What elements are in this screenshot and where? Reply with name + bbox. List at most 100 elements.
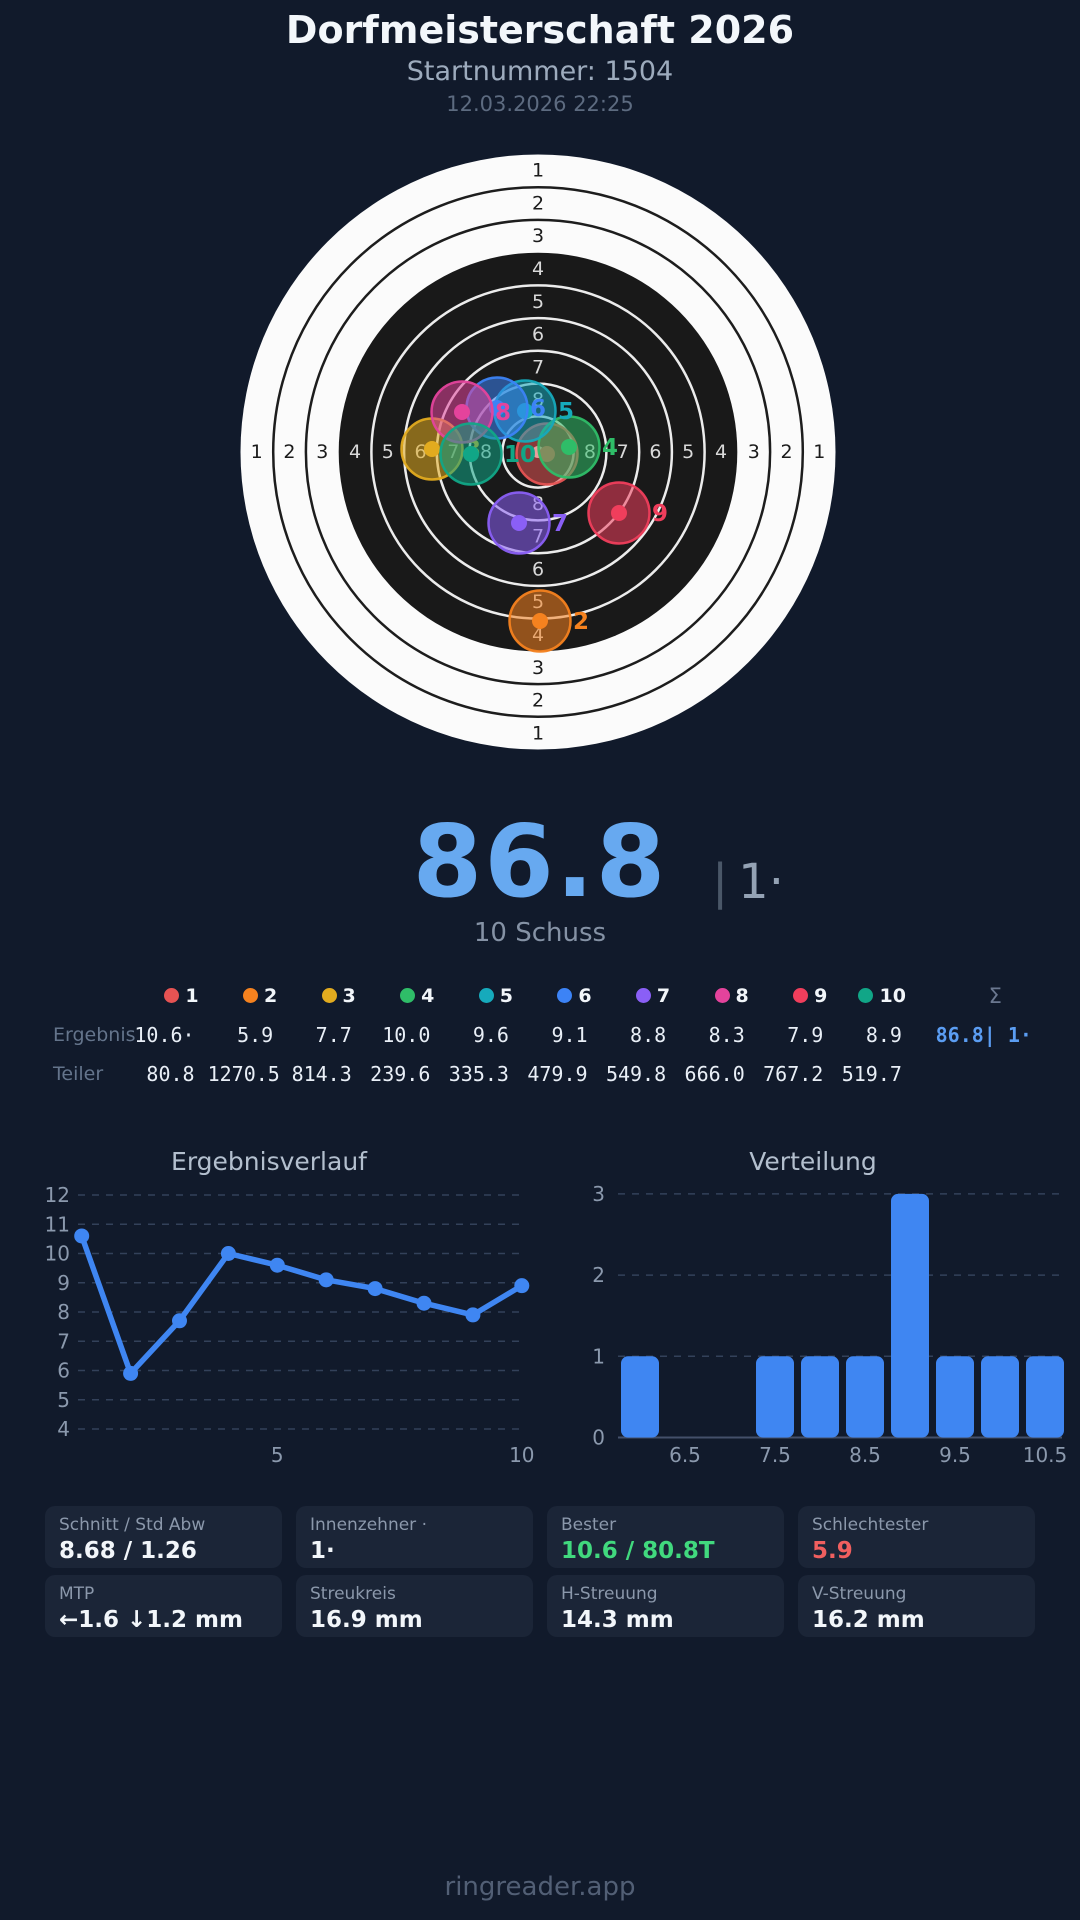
shot-number: 6	[578, 984, 592, 1007]
teiler-value: 479.9	[527, 1061, 588, 1086]
ergebnis-value: 7.9	[787, 1022, 824, 1047]
table-row: Teiler 80.8 1270.5 814.3 239.6 335.3 479.9 549.…	[45, 1054, 1035, 1093]
inner-tens-count: 1·	[738, 854, 784, 910]
y-tick-label: 3	[592, 1182, 605, 1206]
ergebnis-value: 8.8	[630, 1022, 667, 1047]
shot-number: 5	[499, 984, 513, 1007]
stat-card: H-Streuung 14.3 mm	[547, 1575, 784, 1637]
ergebnis-value: 8.9	[865, 1022, 902, 1047]
ergebnis-value: 10.6·	[134, 1022, 195, 1047]
shot-number: 3	[342, 984, 356, 1007]
score-divider: |	[712, 854, 729, 910]
inner-tens-badge: | 1·	[712, 858, 784, 906]
ring-circle	[304, 218, 772, 686]
stat-card-label: Schlechtester	[812, 1515, 929, 1535]
x-tick-label: 10	[509, 1443, 534, 1467]
shot-count-label: 10 Schuss	[473, 918, 607, 948]
ring-label: 1	[532, 722, 544, 744]
ergebnis-value: 9.6	[472, 1022, 509, 1047]
stat-card-label: V-Streuung	[812, 1584, 907, 1604]
score-line	[78, 1233, 525, 1377]
shot-number-label: 6	[530, 396, 546, 422]
ergebnis-value: 9.1	[551, 1022, 588, 1047]
shot-marker-7: 7	[487, 491, 568, 555]
stat-card-value: 14.3 mm	[561, 1607, 674, 1633]
stat-card: Streukreis 16.9 mm	[296, 1575, 533, 1637]
table-shot-header: 7	[601, 985, 680, 1007]
shot-number: 8	[735, 984, 749, 1007]
row-label-ergebnis: Ergebnis	[53, 1023, 136, 1046]
shot-center-dot	[454, 404, 470, 420]
shot-number-label: 10	[504, 442, 536, 468]
shot-number-label: 9	[652, 501, 668, 527]
verteilung-title: Verteilung	[749, 1147, 876, 1176]
page-title: Dorfmeisterschaft 2026	[285, 8, 795, 52]
legend-dot	[714, 988, 730, 1003]
table-row: Ergebnis 10.6· 5.9 7.7 10.0 9.6 9.1 8.8 8.3 7.9 8.…	[45, 1015, 1035, 1054]
shot-number: 4	[421, 984, 435, 1007]
ring-label: 2	[532, 192, 544, 214]
ring-label: 1	[813, 441, 825, 463]
shot-marker-9: 9	[587, 481, 668, 545]
shot-center-dot	[611, 505, 627, 521]
legend-dot	[635, 988, 651, 1003]
x-tick-label: 6.5	[669, 1443, 701, 1467]
ring-label: 1	[251, 441, 263, 463]
legend-dot	[400, 988, 416, 1003]
score-point	[74, 1228, 90, 1244]
histogram-bar	[621, 1356, 659, 1438]
stat-card: Innenzehner · 1·	[296, 1506, 533, 1568]
shot-number: 9	[814, 984, 828, 1007]
y-tick-label: 5	[57, 1388, 70, 1412]
score-point	[416, 1295, 432, 1311]
teiler-value: 666.0	[684, 1061, 745, 1086]
shot-number-label: 2	[573, 609, 589, 635]
table-shot-header: 10	[836, 985, 915, 1007]
x-tick-label: 10.5	[1023, 1443, 1068, 1467]
histogram-bar	[846, 1356, 884, 1438]
shot-number-label: 8	[495, 400, 511, 426]
table-shot-header: 2	[208, 985, 287, 1007]
teiler-value: 239.6	[370, 1061, 431, 1086]
ring-label: 6	[649, 441, 661, 463]
ring-label: 3	[316, 441, 328, 463]
ring-label: 7	[617, 441, 629, 463]
table-shot-header: 3	[286, 985, 365, 1007]
shot-marker-10: 10	[439, 422, 536, 486]
score-point	[514, 1278, 530, 1294]
sum-header: Σ	[988, 983, 1002, 1008]
ergebnis-value: 5.9	[237, 1022, 274, 1047]
ring-label: 5	[532, 291, 544, 313]
histogram-bar	[801, 1356, 839, 1438]
legend-dot	[242, 988, 258, 1003]
legend-dot	[557, 988, 573, 1003]
table-shot-header: 9	[758, 985, 837, 1007]
legend-dot	[793, 988, 809, 1003]
stat-card-value: 1·	[310, 1538, 335, 1564]
stat-card-label: Bester	[561, 1515, 617, 1535]
ring-label: 6	[532, 558, 544, 580]
stat-card: Bester 10.6 / 80.8T	[547, 1506, 784, 1568]
teiler-value: 814.3	[291, 1061, 352, 1086]
shot-center-dot	[532, 613, 548, 629]
shot-table: 1 2 3 4 5 6 7 8 9 10 Σ Ergebnis 10.6· 5.9 7.7 10.0 9.6 9.…	[45, 976, 1035, 1093]
ring-label: 3	[748, 441, 760, 463]
y-tick-label: 2	[592, 1263, 605, 1287]
charts: Ergebnisverlauf Verteilung 1211109876545…	[45, 1147, 1068, 1467]
x-tick-label: 5	[271, 1443, 284, 1467]
histogram-bar	[891, 1193, 929, 1438]
x-tick-label: 8.5	[849, 1443, 881, 1467]
ring-label: 5	[382, 441, 394, 463]
legend-dot	[478, 988, 494, 1003]
teiler-value: 519.7	[841, 1061, 902, 1086]
footer-brand: ringreader.app	[444, 1872, 636, 1902]
legend-dot	[321, 988, 337, 1003]
teiler-value: 80.8	[146, 1061, 195, 1086]
y-tick-label: 4	[57, 1417, 70, 1441]
y-tick-label: 10	[45, 1242, 70, 1266]
ring-label: 2	[532, 690, 544, 712]
y-tick-label: 12	[45, 1183, 70, 1207]
score-point	[465, 1307, 481, 1323]
stat-card-label: Schnitt / Std Abw	[59, 1515, 206, 1535]
ring-label: 5	[682, 441, 694, 463]
